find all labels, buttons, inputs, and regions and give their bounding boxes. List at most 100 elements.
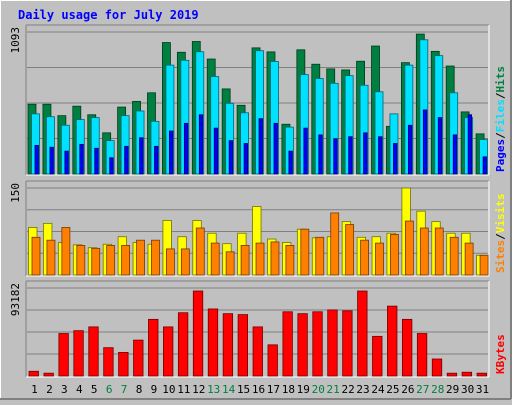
legend-item-sep: /: [494, 92, 507, 99]
bar-pages: [228, 140, 234, 175]
x-tick-label: 20: [312, 383, 325, 396]
bar-kbytes: [207, 308, 219, 377]
x-tick-label: 31: [476, 383, 489, 396]
bar-kbytes: [103, 347, 114, 377]
x-tick-label: 2: [46, 383, 53, 396]
bar-sites: [300, 228, 310, 276]
x-tick-label: 19: [297, 383, 310, 396]
bar-sites: [449, 236, 459, 276]
legend-item-visits: Visits: [494, 194, 507, 234]
bar-pages: [437, 117, 443, 175]
bar-pages: [258, 118, 263, 175]
bar-kbytes: [476, 372, 487, 377]
x-tick-label: 13: [207, 383, 220, 396]
bar-pages: [318, 134, 323, 175]
x-tick-label: 25: [386, 383, 399, 396]
legend-item-sites: Sites: [494, 240, 507, 273]
bar-sites: [225, 251, 235, 276]
bar-pages: [49, 146, 54, 175]
bar-kbytes: [222, 313, 234, 377]
bar-pages: [198, 114, 204, 175]
bar-pages: [482, 156, 487, 175]
bar-kbytes: [387, 305, 398, 377]
x-tick-label: 28: [431, 383, 444, 396]
legend-item-files: Files: [494, 99, 507, 132]
bar-pages: [169, 130, 174, 175]
bar-sites: [390, 233, 399, 276]
chart-title: Daily usage for July 2019: [18, 8, 199, 22]
bar-sites: [270, 241, 280, 276]
x-tick-label: 22: [341, 383, 354, 396]
bar-kbytes: [416, 333, 428, 377]
x-tick-label: 14: [222, 383, 236, 396]
bar-pages: [243, 143, 248, 175]
bar-sites: [419, 227, 429, 276]
bar-pages: [109, 157, 114, 175]
y-max-label: 93182: [9, 283, 22, 316]
x-tick-label: 27: [416, 383, 429, 396]
bar-pages: [213, 127, 219, 175]
bar-kbytes: [312, 311, 323, 377]
bar-sites: [434, 227, 444, 276]
x-tick-label: 18: [282, 383, 295, 396]
x-tick-label: 23: [356, 383, 369, 396]
bar-sites: [76, 245, 86, 276]
panel-kbytes: 93182 KBytes: [9, 280, 507, 378]
bar-pages: [407, 124, 413, 175]
bar-kbytes: [267, 344, 278, 377]
bar-kbytes: [282, 311, 293, 377]
bar-sites: [166, 248, 175, 276]
bar-sites: [479, 254, 489, 276]
bar-kbytes: [297, 313, 308, 377]
bar-kbytes: [88, 326, 99, 377]
legend-item-sep: /: [494, 132, 507, 139]
bar-sites: [121, 245, 131, 276]
bar-sites: [404, 220, 414, 276]
bar-kbytes: [252, 326, 263, 377]
bar-sites: [315, 236, 325, 276]
bar-pages: [94, 147, 99, 175]
bar-pages: [288, 150, 293, 175]
bar-sites: [345, 224, 355, 276]
bar-sites: [330, 212, 340, 276]
bar-kbytes: [446, 372, 458, 377]
panel-visits-sites: 150 Sites/Visits: [9, 180, 507, 277]
bar-pages: [183, 122, 189, 175]
legend-item-sep: /: [494, 233, 507, 240]
bar-kbytes: [177, 312, 189, 377]
bar-pages: [348, 136, 353, 175]
bar-sites: [31, 236, 41, 276]
bar-pages: [139, 137, 144, 175]
bar-kbytes: [401, 318, 413, 377]
x-tick-label: 8: [136, 383, 143, 396]
legend-visits-sites: Sites/Visits: [494, 194, 507, 274]
bar-sites: [195, 227, 205, 276]
bar-sites: [375, 242, 384, 276]
legend-item-hits: Hits: [494, 66, 507, 93]
y-max-label: 1093: [9, 27, 22, 54]
bar-pages: [124, 145, 129, 175]
bar-pages: [79, 143, 84, 175]
x-tick-label: 26: [401, 383, 414, 396]
bar-pages: [333, 138, 338, 175]
bar-sites: [240, 245, 250, 276]
x-tick-label: 30: [461, 383, 474, 396]
bar-sites: [255, 242, 265, 276]
x-tick-label: 29: [446, 383, 459, 396]
x-tick-label: 21: [327, 383, 340, 396]
bar-sites: [91, 247, 101, 276]
bar-sites: [360, 239, 369, 276]
panel-hits-files-pages: 1093 Pages/Files/Hits: [9, 24, 507, 176]
bar-pages: [273, 122, 278, 175]
x-tick-label: 16: [252, 383, 265, 396]
bar-pages: [378, 136, 383, 175]
x-tick-label: 24: [371, 383, 385, 396]
bar-sites: [61, 227, 71, 276]
legend-hits-files-pages: Pages/Files/Hits: [494, 66, 507, 172]
legend-item-kbytes: KBytes: [494, 334, 507, 374]
bar-sites: [210, 242, 220, 276]
x-tick-labels: 1 2 3 4 5 6 7 8 9 10 11 12 13 14 15 16 17 18 19 20 21 22 23 24 2…: [31, 383, 489, 396]
bar-sites: [151, 239, 160, 276]
